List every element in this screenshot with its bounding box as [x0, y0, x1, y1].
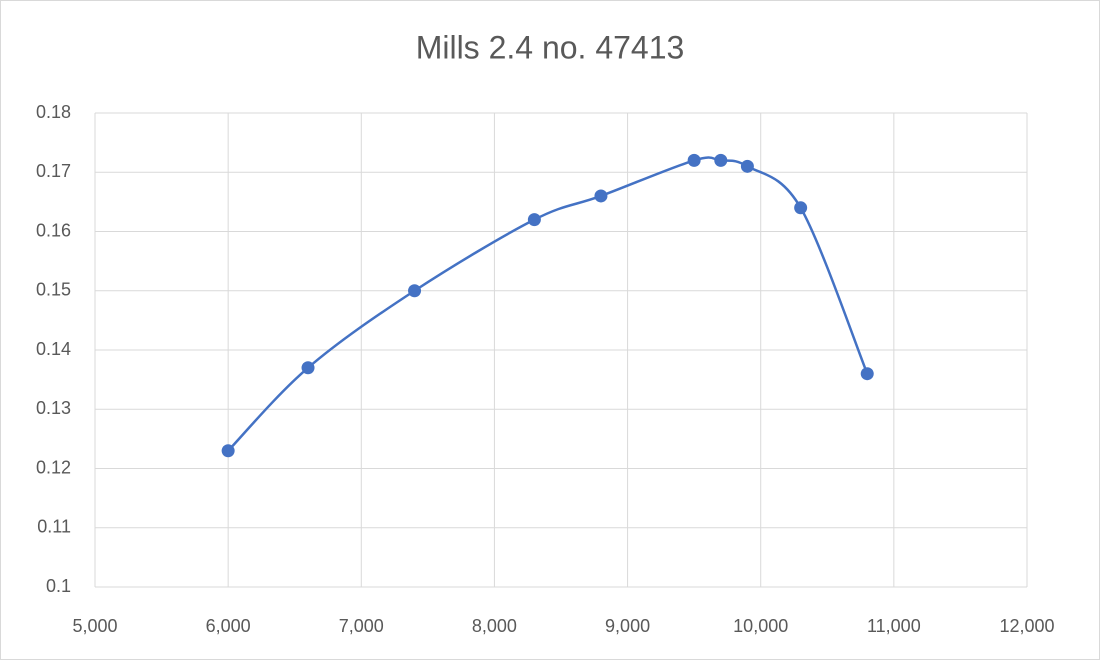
series-line — [227, 156, 869, 452]
data-point — [301, 361, 315, 375]
data-point — [794, 201, 808, 215]
x-tick-label: 5,000 — [72, 616, 117, 636]
x-tick-label: 9,000 — [605, 616, 650, 636]
data-point — [527, 213, 541, 227]
chart-title: Mills 2.4 no. 47413 — [416, 29, 685, 65]
y-tick-label: 0.14 — [36, 339, 71, 359]
y-tick-label: 0.1 — [46, 576, 71, 596]
y-tick-label: 0.15 — [36, 280, 71, 300]
x-tick-label: 11,000 — [867, 616, 921, 636]
y-tick-label: 0.11 — [37, 517, 71, 537]
x-tick-label: 7,000 — [339, 616, 384, 636]
data-point — [221, 444, 235, 458]
y-tick-label: 0.16 — [36, 220, 71, 240]
data-point — [594, 189, 608, 203]
data-point — [714, 153, 728, 167]
data-point — [860, 367, 874, 381]
x-tick-label: 6,000 — [206, 616, 251, 636]
y-tick-label: 0.17 — [36, 161, 71, 181]
y-tick-label: 0.18 — [36, 102, 71, 122]
x-tick-label: 12,000 — [999, 616, 1054, 636]
y-tick-label: 0.12 — [36, 457, 71, 477]
x-tick-label: 8,000 — [472, 616, 517, 636]
data-point — [687, 153, 701, 167]
data-point — [740, 159, 754, 173]
y-tick-label: 0.13 — [36, 398, 71, 418]
data-point — [408, 284, 422, 298]
x-tick-label: 10,000 — [733, 616, 788, 636]
